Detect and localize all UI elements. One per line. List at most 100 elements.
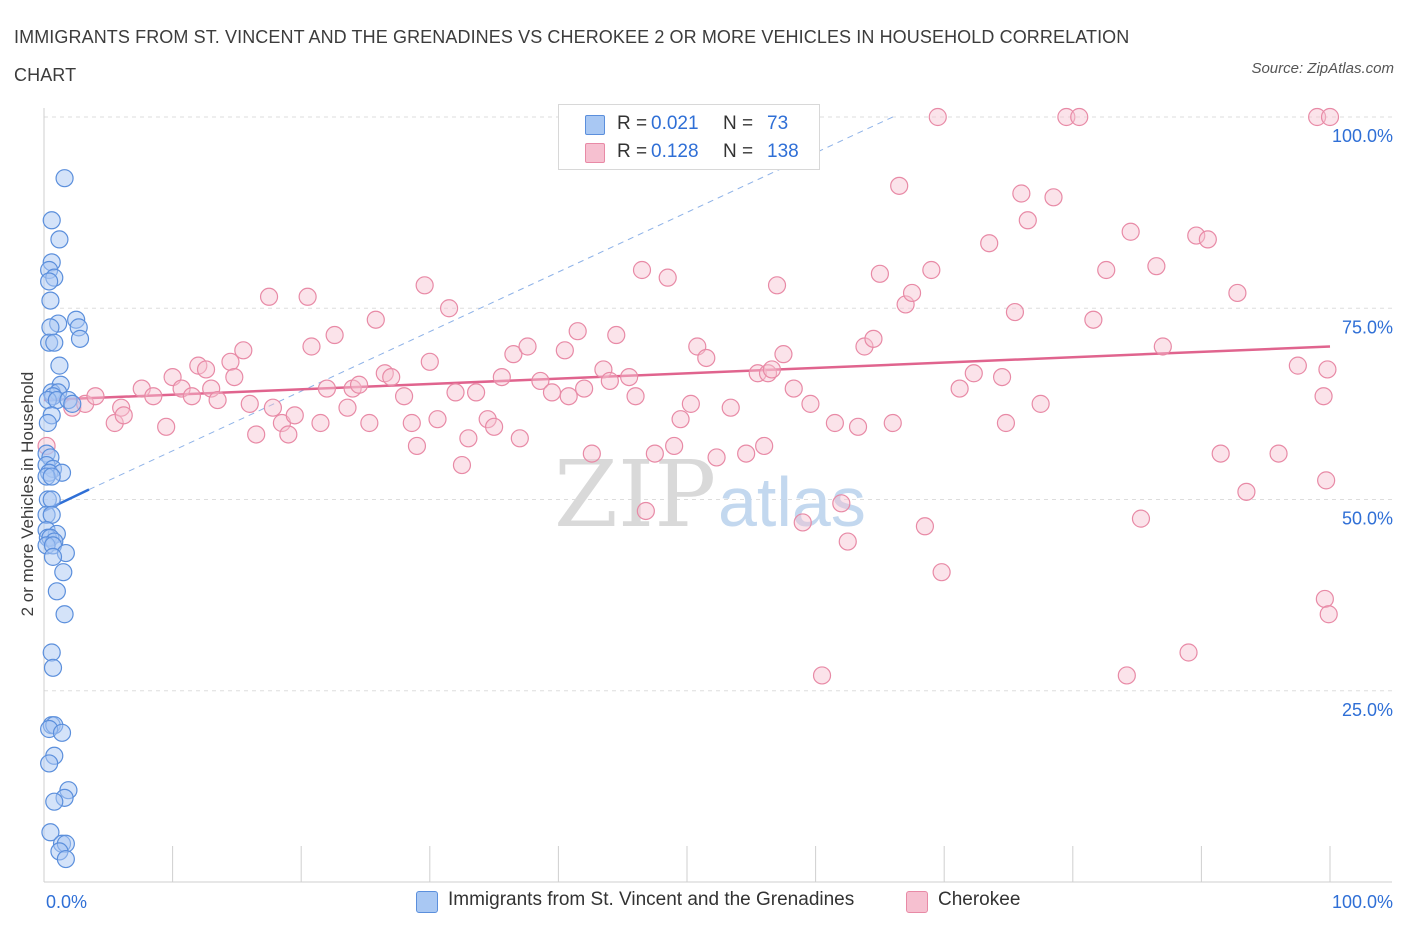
cherokee-point bbox=[1317, 471, 1336, 490]
cherokee-point bbox=[240, 394, 259, 413]
watermark-atlas: atlas bbox=[718, 463, 866, 541]
cherokee-point bbox=[366, 310, 385, 329]
chart-title: IMMIGRANTS FROM ST. VINCENT AND THE GREN… bbox=[14, 27, 1130, 85]
cherokee-point bbox=[1308, 107, 1327, 127]
cherokee-point bbox=[1314, 387, 1333, 406]
cherokee-point bbox=[247, 425, 266, 444]
cherokee-point bbox=[748, 364, 767, 383]
cherokee-point bbox=[1117, 666, 1136, 685]
cherokee-point bbox=[607, 325, 626, 345]
r-label: R = bbox=[617, 113, 648, 134]
tick-labels: 25.0% 50.0% 75.0% 100.0% 0.0% 100.0% bbox=[46, 126, 1393, 912]
cherokee-point bbox=[559, 387, 578, 406]
cherokee-point bbox=[1211, 444, 1230, 463]
cherokee-point bbox=[996, 413, 1016, 433]
cherokee-point bbox=[575, 379, 594, 398]
cherokee-point bbox=[144, 387, 163, 406]
cherokee-point bbox=[1153, 337, 1172, 356]
cherokee-point bbox=[415, 276, 434, 295]
series-cherokee bbox=[37, 107, 1340, 685]
cherokee-point bbox=[466, 383, 486, 402]
cherokee-point bbox=[1057, 107, 1076, 127]
cherokee-point bbox=[221, 352, 240, 371]
cherokee-point bbox=[697, 348, 716, 368]
cherokee-point bbox=[762, 360, 781, 379]
cherokee-point bbox=[767, 276, 787, 295]
immigrants-point bbox=[43, 658, 63, 677]
cherokee-point bbox=[793, 513, 812, 532]
cherokee-point bbox=[325, 325, 344, 345]
y-tick-label: 50.0% bbox=[1342, 509, 1393, 529]
cherokee-point bbox=[950, 379, 969, 398]
immigrants-point bbox=[47, 582, 66, 601]
cherokee-point bbox=[114, 406, 133, 425]
cherokee-point bbox=[157, 417, 176, 436]
cherokee-point bbox=[632, 260, 652, 280]
immigrants-point bbox=[55, 605, 74, 624]
cherokee-point bbox=[801, 394, 820, 413]
cherokee-point bbox=[737, 444, 756, 463]
cherokee-trend-line bbox=[43, 345, 1331, 402]
cherokee-point bbox=[1237, 482, 1256, 501]
cherokee-point bbox=[600, 371, 619, 391]
cherokee-point bbox=[338, 398, 357, 417]
cherokee-point bbox=[812, 666, 832, 685]
cherokee-point bbox=[349, 375, 369, 394]
cherokee-point bbox=[1147, 257, 1166, 276]
series-legend: Immigrants from St. Vincent and the Gren… bbox=[0, 888, 1406, 916]
r-value: 0.021 bbox=[651, 113, 699, 134]
n-value: 73 bbox=[767, 113, 789, 134]
cherokee-point bbox=[302, 337, 321, 356]
stats-legend: R = 0.021 N = 73 R = 0.128 N = 138 bbox=[558, 104, 820, 170]
cherokee-point bbox=[832, 494, 851, 513]
cherokee-point bbox=[896, 295, 915, 314]
immigrants-point bbox=[50, 230, 69, 249]
cherokee-point bbox=[838, 532, 857, 551]
cherokee-point bbox=[407, 436, 427, 456]
y-tick-label: 25.0% bbox=[1342, 700, 1393, 720]
n-label: N = bbox=[723, 113, 754, 134]
cherokee-point bbox=[1005, 302, 1025, 322]
cherokee-point bbox=[1288, 356, 1307, 375]
cherokee-point bbox=[964, 364, 983, 383]
blue-swatch bbox=[416, 891, 438, 913]
cherokee-point bbox=[485, 417, 504, 436]
immigrants-point bbox=[70, 329, 90, 348]
cherokee-point bbox=[681, 394, 700, 413]
cherokee-point bbox=[510, 429, 529, 448]
cherokee-point bbox=[922, 260, 941, 280]
cherokee-point bbox=[555, 341, 574, 360]
cherokee-point bbox=[382, 368, 401, 387]
immigrants-point bbox=[42, 211, 61, 230]
cherokee-point bbox=[459, 429, 478, 448]
cherokee-point bbox=[1070, 107, 1089, 127]
pink-swatch bbox=[585, 143, 605, 163]
cherokee-point bbox=[402, 413, 421, 433]
cherokee-point bbox=[890, 176, 909, 195]
y-tick-label: 100.0% bbox=[1332, 126, 1393, 146]
immigrants-point bbox=[45, 333, 64, 352]
cherokee-point bbox=[1320, 107, 1340, 127]
cherokee-point bbox=[1269, 444, 1288, 463]
cherokee-point bbox=[825, 413, 844, 433]
cherokee-point bbox=[594, 360, 613, 379]
cherokee-point bbox=[902, 283, 922, 303]
n-value: 138 bbox=[767, 141, 799, 162]
cherokee-point bbox=[196, 360, 216, 379]
cherokee-point bbox=[883, 413, 902, 433]
cherokee-point bbox=[542, 383, 562, 402]
pink-swatch bbox=[906, 891, 928, 913]
immigrants-point bbox=[54, 563, 73, 582]
immigrants-point bbox=[42, 643, 61, 662]
r-value: 0.128 bbox=[651, 141, 699, 162]
blue-swatch bbox=[585, 115, 605, 135]
cherokee-point bbox=[86, 387, 105, 406]
cherokee-point bbox=[1131, 509, 1151, 528]
cherokee-point bbox=[428, 410, 447, 429]
immigrants-point bbox=[40, 272, 59, 291]
cherokee-point bbox=[446, 383, 465, 402]
cherokee-point bbox=[707, 448, 726, 467]
y-tick-label: 75.0% bbox=[1342, 317, 1393, 337]
immigrants-point bbox=[55, 169, 74, 188]
